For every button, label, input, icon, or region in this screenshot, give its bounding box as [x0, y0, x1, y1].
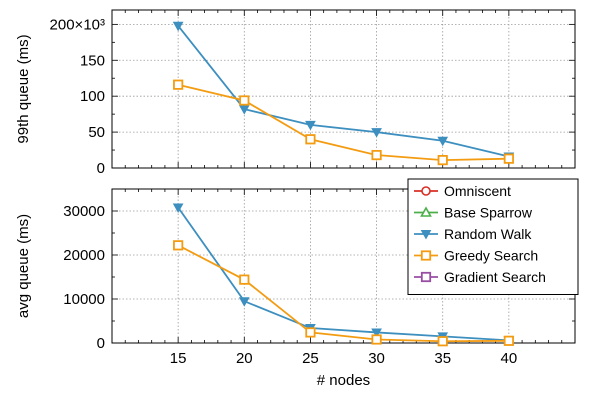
plot-frame	[111, 9, 576, 169]
data-point-greedy-search	[239, 274, 250, 285]
data-point-random-walk	[371, 328, 382, 338]
legend-label-gradient-search: Gradient Search	[444, 269, 546, 285]
data-point-greedy-search	[503, 153, 514, 164]
x-tick-label: 25	[302, 350, 319, 367]
series-line-greedy-search	[177, 83, 509, 162]
data-point-random-walk	[305, 120, 316, 131]
y-tick-label: 200×10³	[50, 16, 105, 33]
series-line-random-walk	[177, 206, 509, 342]
data-point-random-walk	[172, 21, 184, 32]
legend-marker-random-walk	[420, 230, 432, 240]
y-axis-title: avg queue (ms)	[15, 214, 32, 318]
legend-marker-greedy-search	[420, 250, 432, 261]
series-line-greedy-search	[177, 244, 509, 343]
y-tick-label: 0	[97, 335, 105, 352]
legend-label-greedy-search: Greedy Search	[444, 248, 538, 264]
y-tick-label: 10000	[63, 291, 105, 308]
data-point-greedy-search	[437, 336, 448, 347]
data-point-greedy-search	[173, 79, 184, 90]
x-axis-title: # nodes	[317, 372, 370, 389]
y-tick-label: 20000	[63, 247, 105, 264]
y-tick-label: 150	[80, 52, 105, 69]
data-point-random-walk	[238, 297, 250, 307]
y-tick-label: 30000	[63, 203, 105, 220]
y-tick-label: 50	[88, 124, 105, 141]
x-tick-label: 30	[368, 350, 385, 367]
y-tick-label: 0	[97, 160, 105, 177]
legend-marker-base-sparrow	[420, 206, 432, 217]
legend-label-random-walk: Random Walk	[444, 226, 532, 242]
data-point-greedy-search	[173, 240, 184, 251]
data-point-greedy-search	[305, 134, 316, 145]
data-point-greedy-search	[371, 149, 382, 161]
data-point-greedy-search	[371, 334, 382, 345]
x-tick-label: 20	[236, 350, 253, 367]
x-tick-label: 15	[170, 350, 187, 367]
legend-label-omniscent: Omniscent	[444, 183, 511, 199]
top-panel: 0 50 100 150 200×10³ 99th queue (ms)	[15, 9, 576, 177]
y-tick-label: 100	[80, 88, 105, 105]
legend-marker-gradient-search	[420, 271, 432, 283]
data-point-random-walk	[371, 128, 382, 138]
data-point-greedy-search	[503, 335, 514, 346]
data-point-greedy-search	[239, 95, 250, 106]
data-point-random-walk	[172, 203, 184, 213]
bottom-panel: 0 10000 20000 30000 15 20 25 30 35 40 avg queue (m…	[15, 188, 576, 389]
legend: Omniscent Base Sparrow Random Walk Greedy S…	[407, 178, 579, 295]
data-point-greedy-search	[437, 154, 448, 166]
data-point-random-walk	[437, 136, 449, 147]
legend-marker-omniscent	[421, 186, 431, 196]
data-point-random-walk	[238, 105, 250, 115]
series-line-random-walk	[177, 25, 510, 158]
y-axis-title: 99th queue (ms)	[15, 34, 32, 143]
legend-box	[407, 178, 579, 295]
x-tick-label: 35	[434, 350, 451, 367]
data-point-greedy-search	[305, 327, 316, 338]
legend-label-base-sparrow: Base Sparrow	[444, 205, 533, 221]
x-tick-label: 40	[501, 350, 518, 367]
